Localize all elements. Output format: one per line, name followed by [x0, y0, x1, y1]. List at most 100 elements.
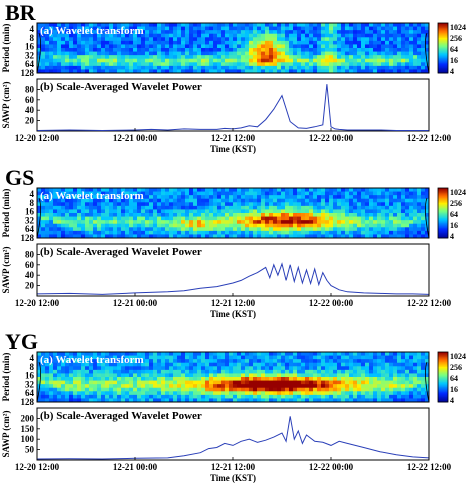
heatmap-cell — [101, 55, 106, 60]
heatmap-cell — [169, 58, 174, 63]
x-tick-label: 12-22 00:00 — [309, 133, 354, 143]
heatmap-cell — [213, 30, 218, 35]
heatmap-cell — [165, 198, 170, 203]
heatmap-cell — [421, 55, 426, 60]
heatmap-cell — [373, 188, 378, 192]
heatmap-cell — [185, 48, 190, 52]
heatmap-cell — [45, 209, 50, 214]
heatmap-cell — [165, 213, 170, 217]
colorbar-segment — [438, 360, 448, 363]
heatmap-cell — [221, 373, 226, 378]
heatmap-cell — [201, 195, 206, 200]
heatmap-cell — [393, 213, 398, 217]
heatmap-cell — [161, 26, 166, 31]
heatmap-cell — [141, 352, 146, 356]
heatmap-cell — [225, 48, 230, 52]
heatmap-cell — [161, 359, 166, 364]
heatmap-cell — [169, 23, 174, 27]
heatmap-cell — [229, 377, 234, 381]
heatmap-cell — [317, 198, 322, 203]
heatmap-cell — [225, 366, 230, 371]
heatmap-cell — [57, 362, 62, 367]
heatmap-cell — [385, 220, 390, 225]
heatmap-cell — [373, 191, 378, 196]
wavelet-heatmap — [37, 352, 430, 403]
heatmap-cell — [309, 26, 314, 31]
heatmap-cell — [81, 355, 86, 360]
sawp-ytick-label: 80 — [25, 249, 35, 259]
heatmap-cell — [253, 213, 258, 217]
heatmap-cell — [41, 33, 46, 38]
heatmap-cell — [357, 359, 362, 364]
heatmap-cell — [113, 62, 118, 67]
heatmap-cell — [257, 195, 262, 200]
wavelet-frame — [36, 22, 430, 74]
heatmap-cell — [37, 398, 42, 403]
heatmap-cell — [309, 373, 314, 378]
heatmap-cell — [145, 209, 150, 214]
heatmap-cell — [237, 216, 242, 221]
heatmap-cell — [345, 65, 350, 70]
heatmap-cell — [345, 380, 350, 385]
heatmap-cell — [173, 44, 178, 49]
heatmap-cell — [161, 220, 166, 225]
heatmap-cell — [133, 377, 138, 381]
heatmap-cell — [205, 40, 210, 45]
heatmap-cell — [317, 394, 322, 399]
heatmap-cell — [325, 352, 330, 356]
colorbar-segment — [438, 397, 448, 399]
colorbar-segment — [438, 189, 448, 191]
heatmap-cell — [221, 26, 226, 31]
heatmap-cell — [313, 195, 318, 200]
heatmap-cell — [237, 394, 242, 399]
heatmap-cell — [365, 26, 370, 31]
heatmap-cell — [121, 33, 126, 38]
heatmap-cell — [229, 48, 234, 52]
heatmap-cell — [141, 23, 146, 27]
heatmap-cell — [73, 373, 78, 378]
heatmap-cell — [69, 40, 74, 45]
heatmap-cell — [273, 205, 278, 210]
heatmap-cell — [73, 391, 78, 396]
heatmap-cell — [365, 65, 370, 70]
heatmap-cell — [353, 380, 358, 385]
heatmap-cell — [277, 398, 282, 403]
heatmap-cell — [233, 62, 238, 67]
heatmap-cell — [333, 352, 338, 356]
heatmap-cell — [373, 65, 378, 70]
heatmap-cell — [133, 23, 138, 27]
heatmap-cell — [213, 23, 218, 27]
heatmap-cell — [225, 205, 230, 210]
heatmap-cell — [221, 37, 226, 42]
heatmap-cell — [101, 387, 106, 392]
heatmap-cell — [109, 205, 114, 210]
heatmap-cell — [409, 213, 414, 217]
heatmap-cell — [97, 44, 102, 49]
heatmap-cell — [301, 391, 306, 396]
heatmap-cell — [421, 384, 426, 389]
heatmap-cell — [121, 26, 126, 31]
heatmap-cell — [349, 234, 354, 239]
colorbar-segment — [438, 44, 448, 46]
heatmap-cell — [337, 188, 342, 192]
heatmap-cell — [77, 362, 82, 367]
heatmap-cell — [85, 227, 90, 232]
heatmap-cell — [189, 202, 194, 207]
heatmap-cell — [189, 44, 194, 49]
heatmap-cell — [361, 30, 366, 35]
heatmap-cell — [277, 223, 282, 228]
heatmap-cell — [217, 352, 222, 356]
heatmap-cell — [213, 387, 218, 392]
heatmap-cell — [185, 33, 190, 38]
heatmap-cell — [149, 352, 154, 356]
heatmap-cell — [261, 369, 266, 374]
x-tick-label: 12-21 12:00 — [211, 133, 256, 143]
heatmap-cell — [85, 37, 90, 42]
heatmap-cell — [265, 48, 270, 52]
heatmap-cell — [325, 58, 330, 63]
heatmap-cell — [405, 205, 410, 210]
heatmap-cell — [285, 362, 290, 367]
heatmap-cell — [101, 223, 106, 228]
heatmap-cell — [225, 223, 230, 228]
heatmap-cell — [169, 384, 174, 389]
